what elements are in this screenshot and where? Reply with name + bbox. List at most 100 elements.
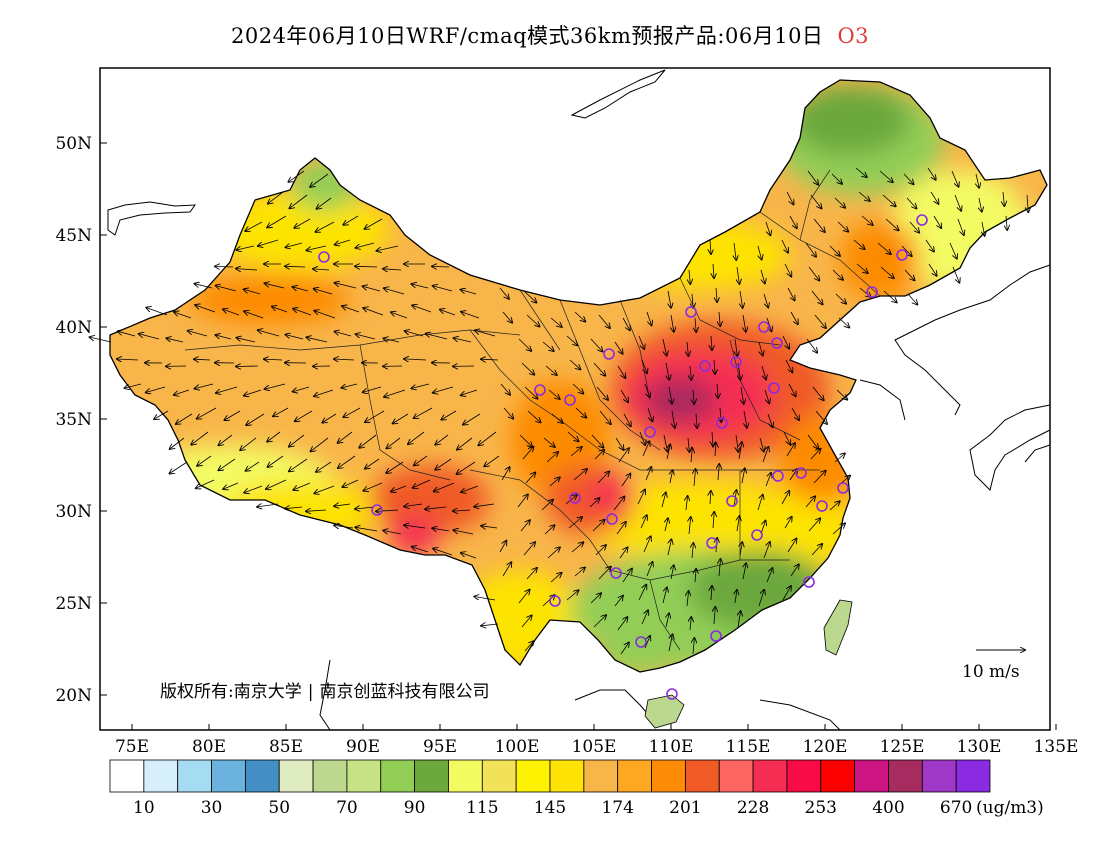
lon-label: 100E bbox=[495, 737, 540, 757]
wind-arrow bbox=[808, 266, 819, 281]
wind-arrow bbox=[425, 507, 447, 509]
colorbar-swatch bbox=[718, 759, 754, 793]
wind-arrow bbox=[499, 287, 509, 299]
wind-arrow bbox=[550, 317, 562, 327]
wind-arrow bbox=[338, 431, 353, 443]
wind-arrow bbox=[383, 338, 400, 342]
wind-arrow bbox=[434, 482, 455, 491]
wind-arrow bbox=[714, 359, 715, 374]
wind-arrow bbox=[289, 458, 308, 471]
wind-arrow bbox=[1027, 194, 1028, 212]
wind-arrow bbox=[761, 365, 766, 379]
wind-arrow bbox=[734, 242, 736, 260]
wind-arrow bbox=[790, 564, 799, 577]
wind-arrow bbox=[593, 362, 605, 376]
wind-arrow bbox=[572, 383, 583, 394]
wind-arrow bbox=[643, 536, 651, 553]
wind-arrow bbox=[500, 383, 510, 395]
wind-arrow bbox=[377, 245, 399, 251]
wind-arrow bbox=[154, 410, 169, 419]
wind-arrow bbox=[617, 617, 627, 631]
wind-arrow bbox=[717, 383, 718, 398]
wind-arrow bbox=[690, 365, 691, 380]
wind-arrow bbox=[787, 287, 795, 300]
circle-marker-icon bbox=[771, 337, 783, 349]
wind-arrow bbox=[461, 485, 479, 492]
wind-arrow bbox=[882, 194, 896, 206]
wind-arrow bbox=[426, 334, 448, 340]
wind-arrow bbox=[174, 312, 192, 319]
colorbar-swatch bbox=[549, 759, 585, 793]
colorbar-swatch bbox=[244, 759, 280, 793]
wind-arrow bbox=[782, 335, 789, 349]
wind-arrow bbox=[461, 312, 480, 319]
wind-arrow bbox=[245, 221, 263, 231]
wind-arrow bbox=[285, 507, 303, 509]
wind-arrow bbox=[763, 542, 770, 559]
wind-arrow bbox=[314, 389, 334, 396]
wind-arrow bbox=[740, 290, 743, 308]
wind-arrow bbox=[689, 517, 691, 535]
wind-arrow bbox=[638, 335, 644, 349]
colorbar-swatch bbox=[617, 759, 652, 793]
wind-arrow bbox=[356, 242, 375, 248]
wind-arrow bbox=[258, 239, 279, 246]
wind-arrow bbox=[695, 317, 696, 332]
wind-arrow bbox=[334, 525, 354, 528]
wind-arrow bbox=[293, 287, 309, 292]
wind-arrow bbox=[322, 413, 337, 423]
circle-marker-icon bbox=[751, 529, 763, 541]
colorbar-swatch bbox=[143, 759, 179, 793]
wind-arrow bbox=[383, 269, 402, 270]
wind-arrow bbox=[461, 553, 477, 559]
wind-arrow bbox=[236, 269, 258, 270]
wind-arrow bbox=[714, 607, 715, 625]
wind-arrow bbox=[858, 191, 870, 201]
wind-arrow bbox=[365, 410, 385, 422]
wind-arrow bbox=[545, 365, 557, 375]
wind-arrow bbox=[479, 431, 497, 445]
wind-arrow bbox=[376, 510, 399, 511]
wind-arrow bbox=[781, 491, 789, 505]
wind-arrow bbox=[597, 472, 609, 484]
wind-arrow bbox=[236, 245, 255, 250]
wind-arrow bbox=[760, 269, 765, 283]
wind-arrow bbox=[307, 245, 327, 250]
station-markers bbox=[318, 214, 928, 700]
wind-arrow bbox=[457, 461, 476, 474]
wind-arrow bbox=[598, 567, 611, 580]
wind-arrow bbox=[885, 218, 899, 230]
wind-arrow bbox=[815, 410, 827, 424]
lon-label: 130E bbox=[957, 737, 1002, 757]
wind-arrow bbox=[316, 221, 335, 232]
wind-arrow bbox=[783, 431, 790, 445]
wind-arrow bbox=[686, 496, 688, 511]
wind-arrow bbox=[236, 366, 259, 367]
wind-arrow bbox=[786, 191, 794, 204]
wind-arrow bbox=[639, 431, 645, 445]
wind-arrow bbox=[736, 434, 738, 452]
circle-marker-icon bbox=[837, 482, 849, 494]
wind-arrow bbox=[789, 215, 797, 228]
wind-arrow bbox=[810, 194, 822, 208]
wind-arrow bbox=[215, 266, 234, 267]
wind-arrow bbox=[711, 335, 712, 350]
wind-arrow bbox=[880, 266, 894, 278]
wind-arrow bbox=[979, 197, 982, 212]
wind-arrow bbox=[808, 518, 820, 532]
wind-arrow bbox=[672, 410, 675, 428]
wind-arrow bbox=[737, 516, 739, 532]
wind-arrow bbox=[474, 597, 496, 601]
wind-arrow bbox=[501, 467, 510, 481]
wind-arrow bbox=[293, 309, 312, 316]
wind-arrow bbox=[244, 289, 261, 295]
wind-arrow bbox=[598, 314, 610, 328]
wind-arrow bbox=[806, 338, 817, 353]
wind-arrow bbox=[440, 310, 456, 316]
wind-arrow bbox=[343, 479, 359, 487]
lon-label: 85E bbox=[269, 737, 303, 757]
wind-arrow bbox=[502, 311, 512, 323]
circle-marker-icon bbox=[635, 636, 647, 648]
wind-arrow bbox=[474, 504, 495, 507]
